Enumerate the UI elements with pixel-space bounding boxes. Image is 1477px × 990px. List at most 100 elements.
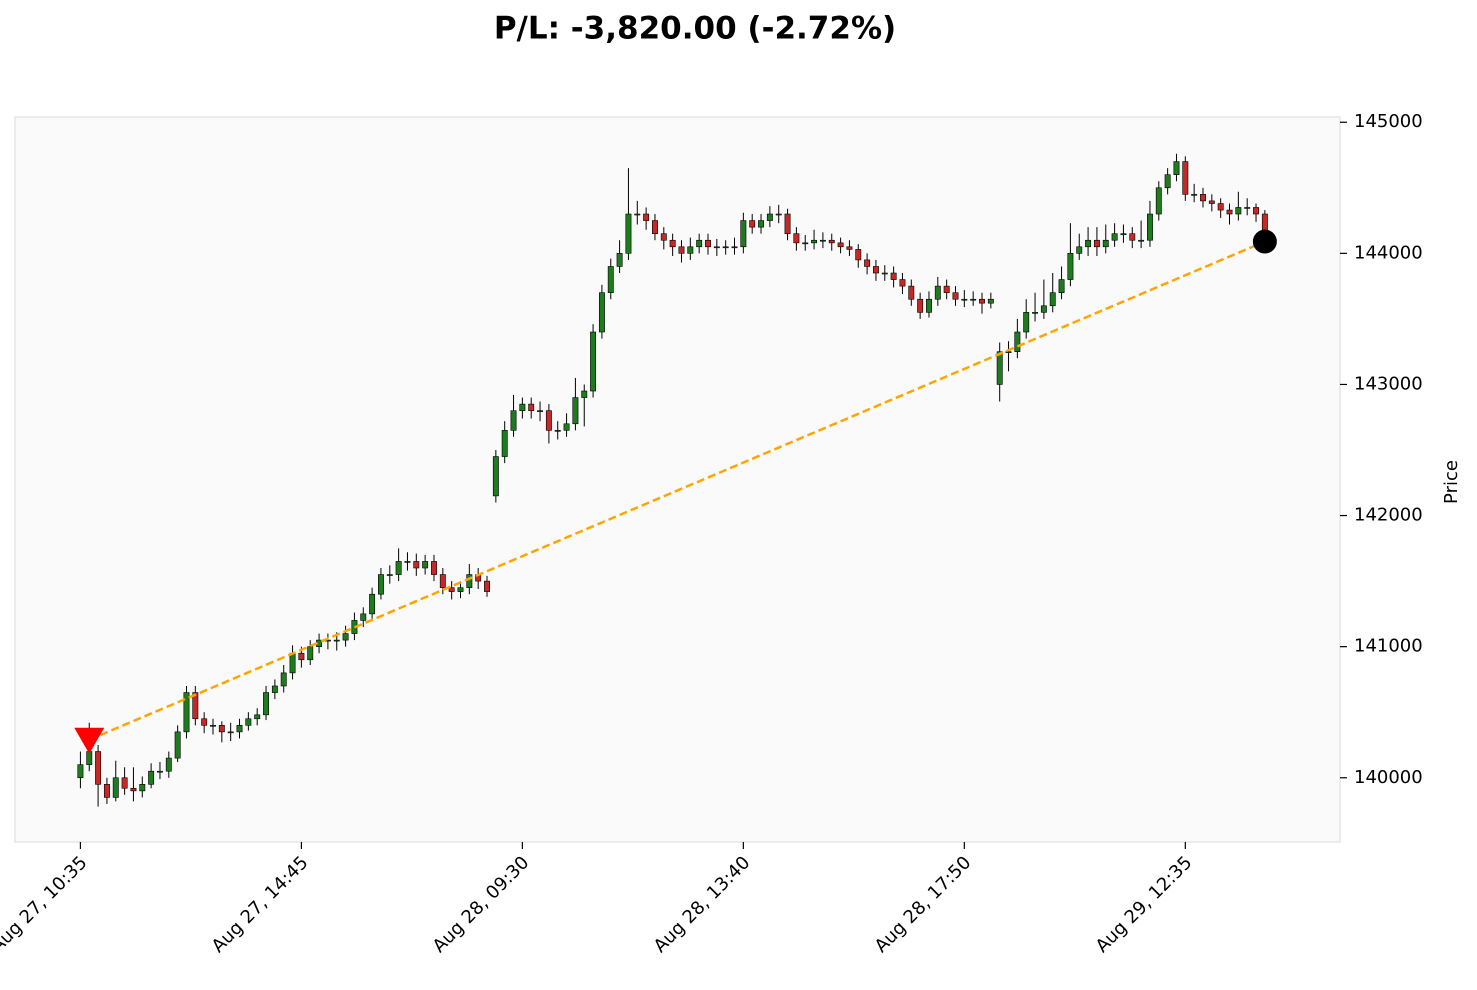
candle-body [77,764,84,779]
candle-body [660,233,667,241]
candle-body [811,239,818,244]
candle-body [1217,203,1224,211]
candle-body [828,239,835,244]
candle-body [174,731,181,759]
candle-body [510,410,517,431]
candle-body [775,213,782,216]
candle-body [404,561,411,563]
candle-body [890,272,897,280]
candle-body [917,298,924,313]
candle-body [192,692,199,720]
candle-body [987,298,994,304]
candle-body [669,239,676,248]
candle-body [837,242,844,248]
candle-body [598,292,605,333]
candle-body [413,561,420,569]
candle-body [280,672,287,687]
candle-body [342,633,349,641]
candle-body [360,613,367,621]
candle-body [431,561,437,575]
candle-body [254,714,261,720]
y-tick-label: 140000 [1354,767,1423,788]
y-axis-label: Price [1441,460,1462,504]
y-tick-label: 143000 [1354,373,1423,394]
candle-body [713,246,720,249]
x-tick-label: Aug 28, 13:40 [650,852,755,957]
candle-body [130,787,137,792]
candle-body [1138,239,1145,242]
candle-body [1005,351,1012,353]
candle-body [678,246,685,254]
candle-body [386,574,393,576]
candle-body [1085,239,1092,248]
candle-body [545,410,552,431]
candle-body [758,220,764,228]
entry-marker [74,727,105,754]
y-tick-label: 144000 [1354,242,1423,263]
candle-body [625,213,632,254]
candle-body [749,220,756,228]
candle-body [1023,312,1030,333]
plot-area [14,116,1341,843]
candle-body [369,593,376,615]
candle-body [819,239,826,242]
candle-body [1093,239,1100,248]
candle-body [210,725,216,727]
candle-body [519,403,526,411]
candle-body [607,266,614,293]
x-tick-label: Aug 28, 09:30 [429,852,534,957]
candle-body [537,410,544,412]
candle-body [1014,331,1021,352]
y-tick-label: 141000 [1354,636,1423,657]
candle-body [1076,246,1083,254]
candle-body [1147,213,1153,241]
candle-body [864,259,871,267]
candle-body [395,561,402,575]
x-tick-label: Aug 29, 12:35 [1092,852,1197,957]
candle-body [183,692,190,733]
candle-body [1111,233,1118,241]
candle-body [784,213,791,234]
candle-body [802,242,809,245]
candle-body [263,692,269,716]
candle-body [1235,207,1242,215]
candle-body [793,233,800,244]
candle-body [103,784,110,798]
candle-body [1102,239,1109,248]
candle-body [766,213,773,221]
candle-body [1129,233,1136,241]
candle-body [422,561,429,569]
candle-body [466,574,473,588]
candle-body [218,725,225,733]
candle-body [705,239,711,248]
candle-body [528,403,535,411]
y-tick-label: 145000 [1354,111,1423,132]
candle-body [572,397,579,425]
x-tick-label: Aug 27, 14:45 [208,852,313,957]
candle-body [846,246,853,250]
candle-body [492,456,499,497]
candle-body [581,390,588,398]
candle-body [112,777,119,798]
candle-body [961,298,968,301]
candle-body [952,292,959,300]
candle-body [377,574,384,595]
candle-body [943,285,950,293]
candle-body [95,751,102,785]
candle-body [439,574,446,588]
candle-body [165,757,172,772]
candle-body [881,272,888,275]
candle-body [554,430,561,432]
candle-body [872,266,879,274]
candle-body [501,430,508,457]
x-tick-label: Aug 27, 10:35 [0,852,91,957]
candle-body [1058,279,1065,293]
x-tick-label: Aug 28, 17:50 [871,852,976,957]
candle-body [970,298,977,301]
y-tick-label: 142000 [1354,505,1423,526]
candle-body [908,285,915,300]
candle-body [731,246,738,249]
candle-body [643,213,650,221]
candle-body [1191,194,1198,196]
